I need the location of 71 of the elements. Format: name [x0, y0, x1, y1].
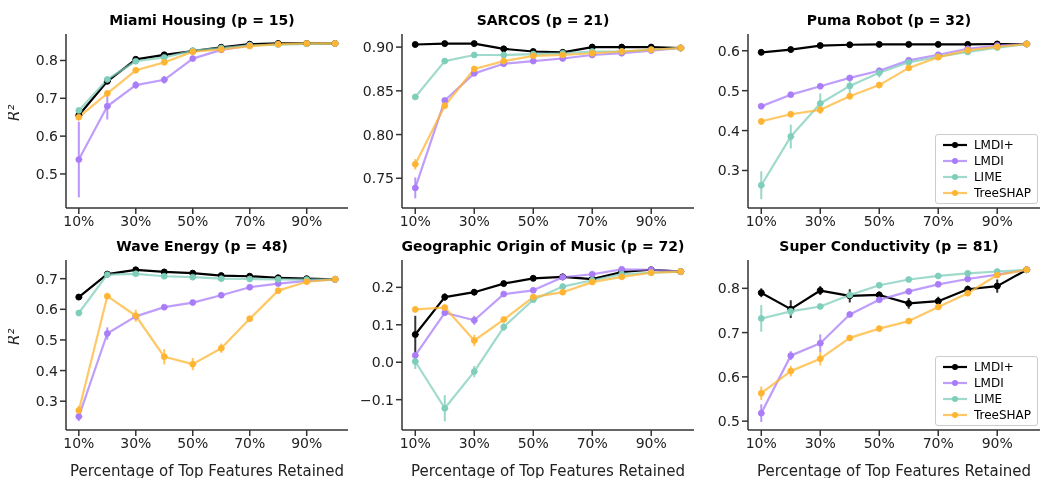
- legend-label: TreeSHAP: [973, 185, 1031, 201]
- x-tick-label: 90%: [981, 212, 1013, 229]
- x-tick-label: 50%: [863, 212, 895, 229]
- x-tick-label: 70%: [576, 212, 608, 229]
- y-tick-label: 0.75: [362, 170, 394, 187]
- y-tick-label: 0.5: [35, 165, 58, 182]
- x-tick-label: 90%: [981, 434, 1013, 451]
- y-axis-title: R²: [5, 104, 24, 121]
- y-tick-label: 0.8: [717, 280, 740, 297]
- y-tick-label: −0.1: [360, 391, 394, 408]
- y-tick-label: 0.80: [362, 126, 394, 143]
- y-tick-label: 0.4: [717, 122, 741, 139]
- y-tick-label: 0.4: [35, 362, 59, 379]
- x-tick-label: 30%: [120, 434, 152, 451]
- x-tick-label: 30%: [458, 212, 490, 229]
- chart-title: Puma Robot (p = 32): [806, 12, 972, 28]
- chart-title: Miami Housing (p = 15): [109, 12, 295, 28]
- legend-label: LMDI+: [973, 137, 1014, 153]
- y-tick-label: 0.0: [371, 354, 394, 371]
- x-tick-label: 70%: [922, 434, 954, 451]
- x-tick-label: 30%: [804, 212, 836, 229]
- y-tick-label: 0.7: [35, 90, 58, 107]
- legend-label: LMDI: [973, 153, 1004, 169]
- x-tick-label: 10%: [63, 434, 95, 451]
- y-tick-label: 0.2: [371, 279, 394, 296]
- x-tick-label: 50%: [177, 434, 209, 451]
- y-tick-label: 0.85: [362, 82, 394, 99]
- legend-label: TreeSHAP: [973, 407, 1031, 423]
- y-tick-label: 0.6: [717, 368, 741, 385]
- y-axis-title: R²: [5, 328, 24, 345]
- x-tick-label: 10%: [745, 212, 777, 229]
- x-tick-label: 70%: [576, 434, 608, 451]
- y-tick-label: 0.5: [717, 413, 740, 430]
- chart-title: Wave Energy (p = 48): [116, 238, 288, 254]
- y-tick-label: 0.5: [35, 331, 58, 348]
- y-tick-label: 0.6: [717, 42, 741, 59]
- x-tick-label: 50%: [863, 434, 895, 451]
- y-tick-label: 0.7: [35, 270, 58, 287]
- y-tick-label: 0.3: [717, 162, 740, 179]
- x-tick-label: 10%: [399, 434, 431, 451]
- x-tick-label: 30%: [120, 212, 152, 229]
- x-tick-label: 10%: [745, 434, 777, 451]
- chart-title: Super Conductivity (p = 81): [779, 238, 999, 254]
- x-tick-label: 90%: [291, 434, 323, 451]
- legend-label: LMDI+: [973, 359, 1014, 375]
- legend-label: LIME: [973, 391, 1003, 407]
- legend-label: LMDI: [973, 375, 1004, 391]
- x-tick-label: 70%: [922, 212, 954, 229]
- chart-title: Geographic Origin of Music (p = 72): [401, 238, 685, 254]
- x-tick-label: 10%: [63, 212, 95, 229]
- y-tick-label: 0.5: [717, 82, 740, 99]
- y-tick-label: 0.8: [35, 52, 58, 69]
- x-tick-label: 30%: [458, 434, 490, 451]
- legend-label: LIME: [973, 169, 1003, 185]
- y-tick-label: 0.90: [362, 39, 394, 56]
- x-tick-label: 30%: [804, 434, 836, 451]
- y-tick-label: 0.6: [35, 301, 59, 318]
- x-tick-label: 90%: [635, 434, 667, 451]
- y-tick-label: 0.3: [35, 393, 58, 410]
- x-tick-label: 70%: [234, 212, 266, 229]
- x-tick-label: 90%: [635, 212, 667, 229]
- chart-title: SARCOS (p = 21): [476, 12, 610, 28]
- y-tick-label: 0.1: [371, 316, 394, 333]
- x-tick-label: 50%: [177, 212, 209, 229]
- y-tick-label: 0.7: [717, 324, 740, 341]
- x-tick-label: 70%: [234, 434, 266, 451]
- x-tick-label: 90%: [291, 212, 323, 229]
- x-tick-label: 50%: [517, 212, 549, 229]
- y-tick-label: 0.6: [35, 128, 59, 145]
- x-tick-label: 10%: [399, 212, 431, 229]
- x-tick-label: 50%: [517, 434, 549, 451]
